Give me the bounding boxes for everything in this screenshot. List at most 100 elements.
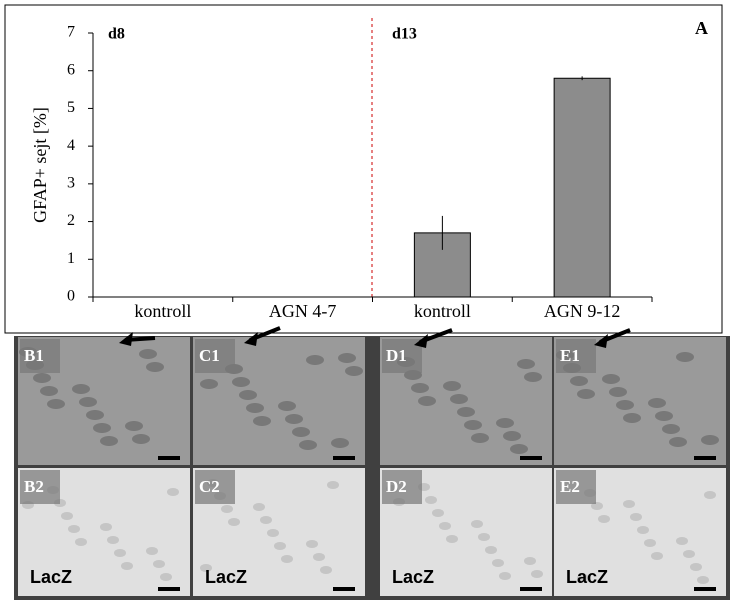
annotation: A — [695, 18, 708, 38]
cell — [146, 362, 164, 372]
scale-bar — [694, 587, 716, 591]
cell — [623, 500, 635, 508]
cell — [139, 349, 157, 359]
cell — [132, 434, 150, 444]
label-box — [382, 470, 422, 504]
cell — [68, 525, 80, 533]
cell — [464, 420, 482, 430]
cell — [33, 373, 51, 383]
panel-label: D2 — [386, 477, 407, 496]
y-tick-label: 5 — [67, 99, 75, 116]
cell — [72, 384, 90, 394]
cell — [570, 376, 588, 386]
y-tick-label: 1 — [67, 250, 75, 267]
panel-label: B1 — [24, 346, 44, 365]
scale-bar — [520, 456, 542, 460]
cell — [313, 553, 325, 561]
annotation: d13 — [392, 26, 417, 43]
cell — [299, 440, 317, 450]
cell — [274, 542, 286, 550]
cell — [637, 526, 649, 534]
cell — [281, 555, 293, 563]
cell — [100, 523, 112, 531]
cell — [471, 433, 489, 443]
y-tick-label: 4 — [67, 137, 75, 154]
cell — [602, 374, 620, 384]
cell — [239, 390, 257, 400]
cell — [125, 421, 143, 431]
panel-label: B2 — [24, 477, 44, 496]
cell — [524, 372, 542, 382]
cell — [496, 418, 514, 428]
cell — [616, 400, 634, 410]
cell — [662, 424, 680, 434]
scale-bar — [694, 456, 716, 460]
cell — [278, 401, 296, 411]
y-axis-label: GFAP+ sejt [%] — [30, 107, 50, 223]
cell — [200, 564, 212, 572]
panel-label: C2 — [199, 477, 220, 496]
cell — [446, 535, 458, 543]
x-tick-label: kontroll — [134, 301, 191, 321]
cell — [260, 516, 272, 524]
label-box — [556, 339, 596, 373]
cell — [167, 488, 179, 496]
cell — [655, 411, 673, 421]
arrow-head — [594, 334, 608, 348]
stain-label: LacZ — [392, 567, 434, 587]
y-tick-label: 3 — [67, 175, 75, 192]
panel-label: C1 — [199, 346, 220, 365]
cell — [75, 538, 87, 546]
cell — [676, 352, 694, 362]
cell — [331, 438, 349, 448]
cell — [443, 381, 461, 391]
y-tick-label: 7 — [67, 24, 75, 41]
stain-label: LacZ — [205, 567, 247, 587]
cell — [40, 386, 58, 396]
cell — [232, 377, 250, 387]
label-box — [556, 470, 596, 504]
cell — [517, 359, 535, 369]
cell — [285, 414, 303, 424]
cell — [86, 410, 104, 420]
cell — [697, 576, 709, 584]
cell — [306, 540, 318, 548]
cell — [623, 413, 641, 423]
label-box — [195, 339, 235, 373]
cell — [121, 562, 133, 570]
cell — [690, 563, 702, 571]
cell — [93, 423, 111, 433]
cell — [153, 560, 165, 568]
cell — [524, 557, 536, 565]
cell — [228, 518, 240, 526]
scale-bar — [333, 587, 355, 591]
cell — [146, 547, 158, 555]
cell — [306, 355, 324, 365]
scale-bar — [158, 456, 180, 460]
cell — [320, 566, 332, 574]
bar — [553, 77, 611, 298]
chart-frame — [4, 4, 723, 334]
cell — [246, 403, 264, 413]
cell — [425, 496, 437, 504]
y-tick-label: 6 — [67, 61, 75, 78]
cell — [253, 416, 271, 426]
cell — [221, 505, 233, 513]
arrow-head — [244, 332, 258, 346]
arrow-head — [414, 334, 428, 348]
x-tick-label: kontroll — [414, 301, 471, 321]
y-tick-label: 2 — [67, 212, 75, 229]
cell — [450, 394, 468, 404]
cell — [345, 366, 363, 376]
cell — [676, 537, 688, 545]
cell — [651, 552, 663, 560]
cell — [432, 509, 444, 517]
cell — [531, 570, 543, 578]
cell — [160, 573, 172, 581]
stain-label: LacZ — [30, 567, 72, 587]
cell — [292, 427, 310, 437]
annotation: d8 — [108, 26, 125, 43]
cell — [327, 481, 339, 489]
arrow-head — [119, 332, 133, 346]
